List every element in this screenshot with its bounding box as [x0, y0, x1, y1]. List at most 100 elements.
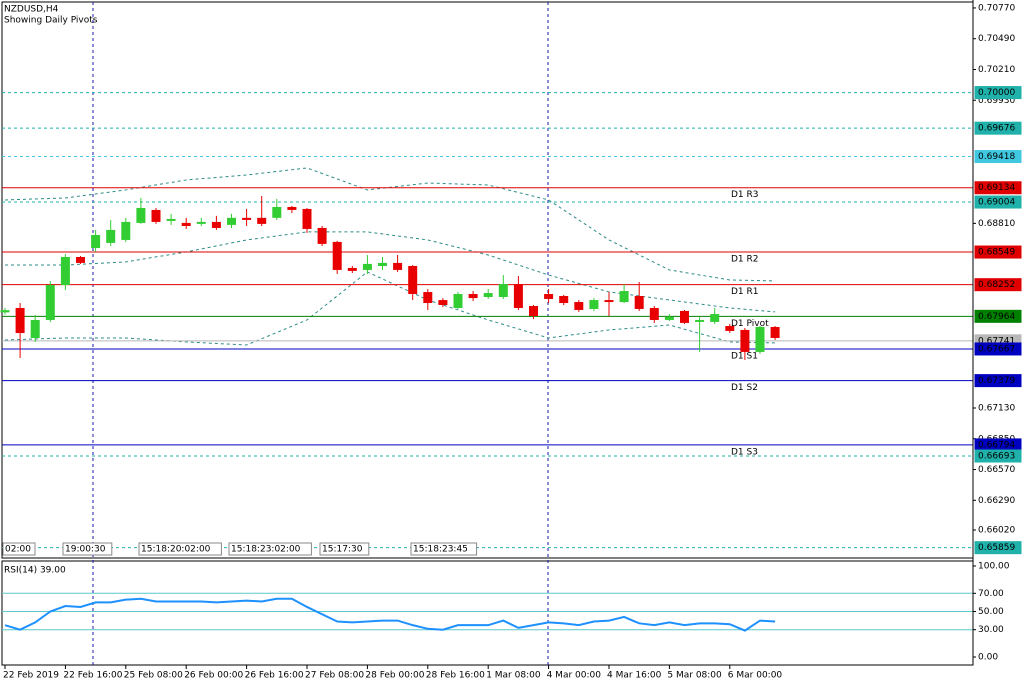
candle-body: [770, 326, 780, 338]
time-label: 15:18:20:02:00: [141, 545, 211, 555]
candle-body: [680, 310, 689, 323]
level-name: D1 R2: [731, 255, 759, 265]
x-tick-label: 1 Mar 08:00: [486, 671, 541, 681]
y-tick-label: 30.00: [978, 625, 1004, 635]
candle-body: [544, 294, 554, 299]
y-tick-label: 0.70770: [978, 3, 1015, 13]
candle-body: [453, 294, 463, 308]
y-tick-label: 0.00: [978, 652, 998, 662]
candle-body: [513, 284, 523, 308]
y-tick-label: 50.00: [978, 607, 1004, 617]
candle-body: [619, 291, 629, 303]
y-tick-label: 0.68810: [978, 219, 1015, 229]
candle-body: [106, 229, 116, 243]
candle-body: [227, 217, 236, 225]
candle-body: [45, 285, 55, 320]
candle-body: [242, 217, 252, 220]
candle-body: [589, 300, 599, 309]
level-price-box: [974, 278, 1022, 292]
candle-body: [181, 222, 191, 226]
candle-body: [695, 319, 705, 322]
time-label-box: [319, 542, 370, 556]
x-tick-label: 26 Feb 00:00: [184, 671, 243, 681]
x-tick-label: 4 Mar 16:00: [607, 671, 662, 681]
level-price-box: [974, 150, 1022, 164]
rsi-pane: [1, 560, 974, 666]
level-price-box: [974, 449, 1022, 463]
x-tick-label: 27 Feb 08:00: [305, 671, 364, 681]
level-price-box: [974, 121, 1022, 135]
y-tick-label: 0.66570: [978, 465, 1015, 475]
level-price-box: [974, 195, 1022, 209]
candle-body: [347, 267, 357, 271]
y-tick-label: 0.69930: [978, 96, 1015, 106]
level-name: D1 S3: [731, 447, 758, 457]
candle-body: [468, 294, 478, 299]
candle-body: [76, 256, 85, 263]
level-price-box: [974, 342, 1022, 356]
candle-body: [423, 292, 433, 304]
candle-body: [393, 262, 403, 270]
x-tick-label: 22 Feb 16:00: [63, 671, 122, 681]
candle-body: [121, 221, 131, 240]
y-tick-label: 0.66290: [978, 496, 1015, 506]
level-price-label: 0.69134: [978, 183, 1015, 193]
candle-body: [302, 208, 312, 229]
candle-body: [332, 241, 342, 270]
candle-body: [438, 300, 448, 306]
level-price-box: [974, 374, 1022, 388]
candle-body: [0, 310, 10, 313]
time-label-box: [138, 542, 222, 556]
level-price-label: 0.67379: [978, 376, 1015, 386]
candle-body: [634, 295, 644, 309]
level-price-box: [974, 309, 1022, 323]
time-label: 15:17:30: [322, 545, 363, 555]
level-price-label: 0.67667: [978, 344, 1015, 354]
candle-body: [211, 221, 221, 228]
level-price-label: 0.67964: [978, 312, 1015, 322]
candle-body: [529, 305, 538, 316]
level-price-box: [974, 86, 1022, 100]
level-price-label: 0.69676: [978, 124, 1015, 134]
level-name: D1 R3: [731, 190, 759, 200]
candle-body: [498, 284, 508, 297]
candle-body: [649, 307, 659, 320]
band-line: [5, 231, 776, 313]
candle-body: [740, 329, 750, 352]
candle-body: [151, 209, 161, 222]
x-tick-label: 28 Feb 16:00: [426, 671, 485, 681]
candle-body: [91, 235, 101, 248]
candle-body: [257, 217, 267, 224]
candle-body: [136, 207, 146, 223]
level-price-label: 0.67741: [978, 336, 1015, 346]
candle-body: [574, 302, 584, 310]
x-tick-label: 22 Feb 2019: [3, 671, 59, 681]
band-line: [4, 271, 776, 346]
candle-body: [60, 256, 70, 286]
level-name: D1 S2: [731, 383, 758, 393]
level-name: D1 Pivot: [731, 319, 769, 329]
time-label-box: [410, 542, 478, 556]
candle-body: [408, 265, 418, 295]
candle-body: [664, 316, 674, 320]
candle-body: [755, 326, 765, 352]
x-tick-label: 6 Mar 00:00: [728, 671, 783, 681]
time-label-box: [2, 542, 36, 556]
level-price-box: [974, 245, 1022, 259]
candle-body: [317, 227, 327, 244]
time-label-box: [228, 542, 312, 556]
time-label: 02:00: [5, 545, 31, 555]
candle-body: [483, 293, 493, 297]
candle-body: [362, 263, 372, 270]
candle-body: [30, 319, 40, 338]
x-tick-label: 4 Mar 00:00: [547, 671, 602, 681]
time-label: 15:18:23:45: [413, 545, 468, 555]
level-price-label: 0.65859: [978, 543, 1015, 553]
level-price-label: 0.68549: [978, 248, 1015, 258]
candle-body: [287, 206, 297, 210]
rsi-title: RSI(14) 39.00: [4, 566, 66, 576]
x-tick-label: 28 Feb 00:00: [365, 671, 424, 681]
level-price-box: [974, 181, 1022, 195]
candle-body: [378, 262, 387, 266]
